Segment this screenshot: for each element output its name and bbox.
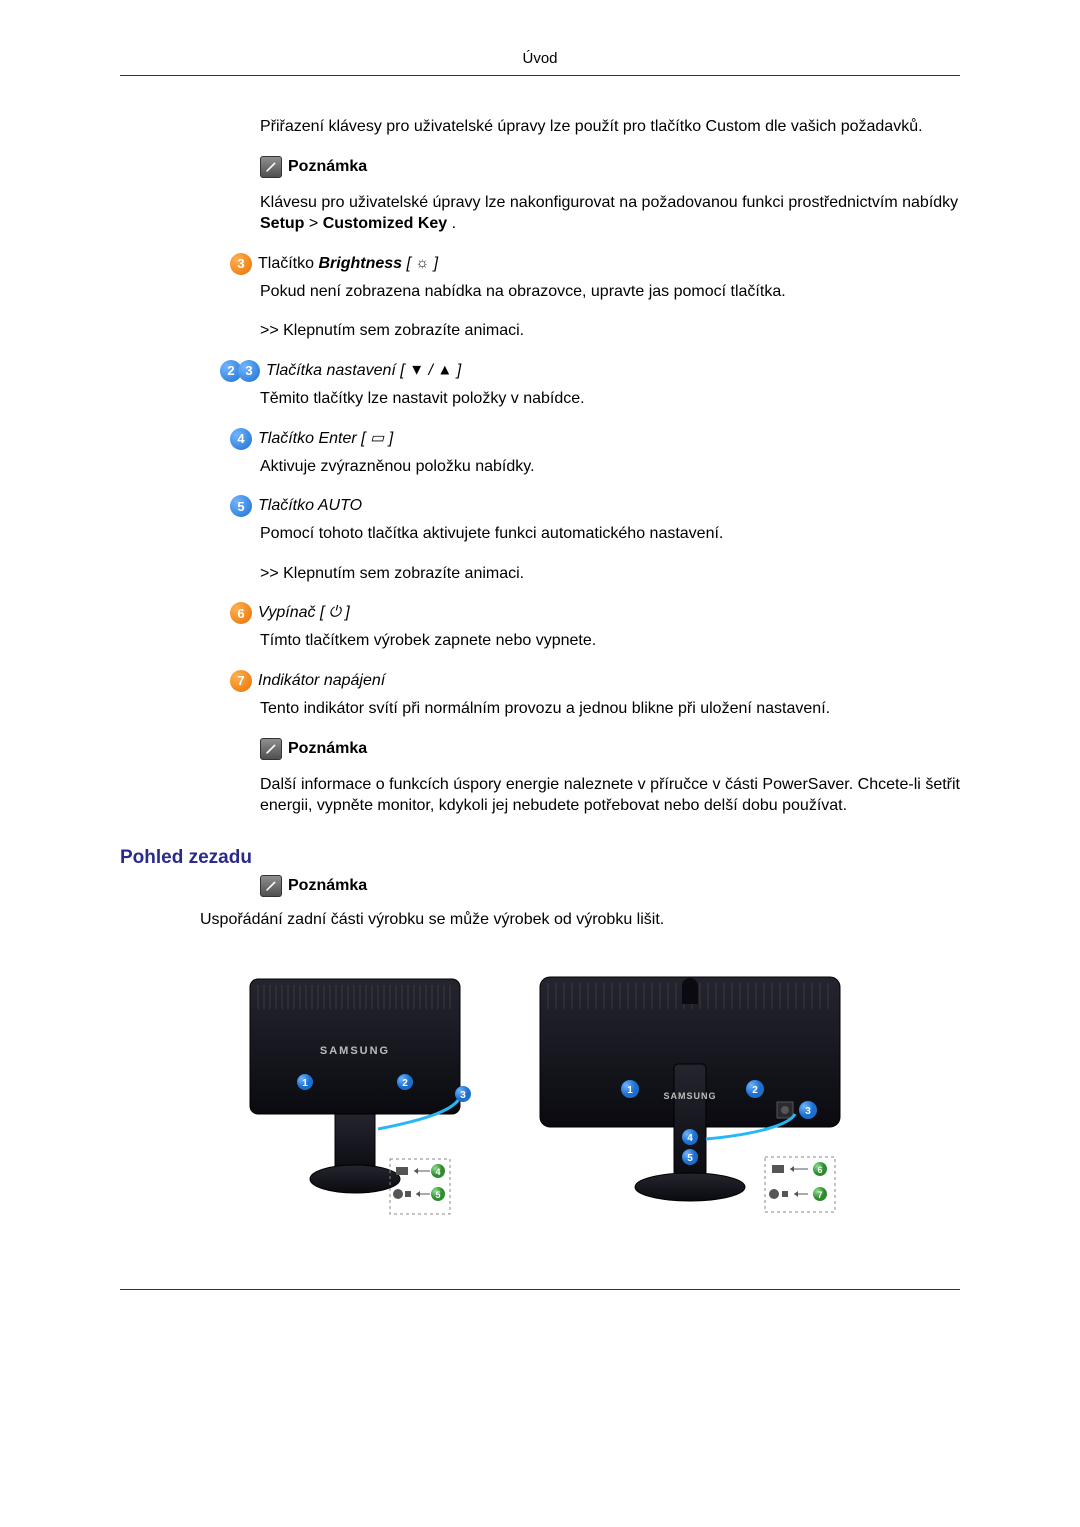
item7-desc: Tento indikátor svítí při normálním prov… (260, 698, 960, 720)
item4-end: ] (389, 430, 393, 447)
item23-slash: / (429, 362, 433, 379)
svg-text:5: 5 (687, 1153, 693, 1164)
item-23-title: Tlačítka nastavení [ ▼ / ▲ ] (266, 360, 461, 382)
note2-body: Další informace o funkcích úspory energi… (260, 774, 960, 817)
note1-bold2: Customized Key (323, 215, 447, 232)
note1-body: Klávesu pro uživatelské úpravy lze nakon… (260, 192, 960, 235)
note-icon (260, 875, 282, 897)
brand-label: SAMSUNG (320, 1045, 390, 1057)
svg-text:7: 7 (817, 1190, 822, 1200)
svg-text:6: 6 (817, 1165, 822, 1175)
rear-desc: Uspořádání zadní části výrobku se může v… (200, 911, 960, 929)
rear-figure-right: SAMSUNG 1 2 3 4 5 6 (530, 969, 850, 1229)
circle-3b-icon: 3 (238, 360, 260, 382)
note-heading-2: Poznámka (260, 738, 960, 760)
item5-desc: Pomocí tohoto tlačítka aktivujete funkci… (260, 523, 960, 545)
circle-7-icon: 7 (230, 670, 252, 692)
item6-label: Vypínač [ (258, 604, 324, 621)
item-7: 7 Indikátor napájení (230, 670, 960, 692)
circle-5-icon: 5 (230, 495, 252, 517)
item-5-title: Tlačítko AUTO (258, 495, 362, 517)
circle-4-icon: 4 (230, 428, 252, 450)
item-7-title: Indikátor napájení (258, 670, 385, 692)
power-icon: ⏻ (329, 604, 341, 621)
note-icon (260, 156, 282, 178)
rear-note-heading: Poznámka (260, 875, 960, 897)
brightness-icon: ☼ (415, 254, 429, 271)
item-3-title: Tlačítko Brightness [ ☼ ] (258, 253, 438, 275)
up-icon: ▲ (437, 362, 452, 379)
down-icon: ▼ (409, 362, 424, 379)
item23-desc: Těmito tlačítky lze nastavit položky v n… (260, 388, 960, 410)
note1-bold1: Setup (260, 215, 304, 232)
item23-end: ] (457, 362, 461, 379)
svg-text:4: 4 (687, 1133, 693, 1144)
note1-prefix: Klávesu pro uživatelské úpravy lze nakon… (260, 194, 958, 211)
item-4: 4 Tlačítko Enter [ ▭ ] (230, 428, 960, 450)
svg-text:1: 1 (627, 1085, 633, 1096)
item-4-title: Tlačítko Enter [ ▭ ] (258, 428, 393, 450)
svg-text:2: 2 (752, 1085, 758, 1096)
rear-figures: SAMSUNG 1 2 3 4 (120, 969, 960, 1229)
circle-6-icon: 6 (230, 602, 252, 624)
item3-hint[interactable]: >> Klepnutím sem zobrazíte animaci. (260, 320, 960, 342)
brand-label: SAMSUNG (663, 1091, 716, 1101)
item23-label: Tlačítka nastavení [ (266, 362, 405, 379)
enter-icon: ▭ (370, 429, 384, 446)
item6-desc: Tímto tlačítkem výrobek zapnete nebo vyp… (260, 630, 960, 652)
intro-paragraph: Přiřazení klávesy pro uživatelské úpravy… (260, 116, 960, 138)
item5-hint[interactable]: >> Klepnutím sem zobrazíte animaci. (260, 563, 960, 585)
item-3: 3 Tlačítko Brightness [ ☼ ] (230, 253, 960, 275)
item3-bold: Brightness (318, 255, 402, 272)
footer-divider (120, 1289, 960, 1290)
svg-text:2: 2 (402, 1078, 408, 1089)
item3-end: ] (434, 255, 438, 272)
note1-suffix: . (452, 215, 456, 232)
svg-text:3: 3 (805, 1106, 811, 1117)
item3-prefix: Tlačítko (258, 255, 318, 272)
item3-desc: Pokud není zobrazena nabídka na obrazovc… (260, 281, 960, 303)
rear-figure-left: SAMSUNG 1 2 3 4 (230, 969, 490, 1229)
svg-text:3: 3 (460, 1090, 466, 1101)
rear-note-label: Poznámka (288, 877, 367, 895)
circle-3-icon: 3 (230, 253, 252, 275)
rear-heading: Pohled zezadu (120, 847, 960, 869)
item-5: 5 Tlačítko AUTO (230, 495, 960, 517)
item-6-title: Vypínač [ ⏻ ] (258, 602, 350, 624)
item4-desc: Aktivuje zvýrazněnou položku nabídky. (260, 456, 960, 478)
item-6: 6 Vypínač [ ⏻ ] (230, 602, 960, 624)
item-23: 2 3 Tlačítka nastavení [ ▼ / ▲ ] (220, 360, 960, 382)
note-icon (260, 738, 282, 760)
page: Úvod Přiřazení klávesy pro uživatelské ú… (0, 0, 1080, 1358)
svg-text:5: 5 (435, 1190, 440, 1200)
item6-end: ] (345, 604, 349, 621)
svg-text:1: 1 (302, 1078, 308, 1089)
note1-sep: > (309, 215, 323, 232)
note2-label: Poznámka (288, 740, 367, 758)
note-label: Poznámka (288, 158, 367, 176)
item4-label: Tlačítko Enter [ (258, 430, 366, 447)
page-header-title: Úvod (120, 50, 960, 67)
header-divider (120, 75, 960, 76)
note-heading-1: Poznámka (260, 156, 960, 178)
svg-text:4: 4 (435, 1167, 440, 1177)
item3-sfx: [ (407, 255, 411, 272)
